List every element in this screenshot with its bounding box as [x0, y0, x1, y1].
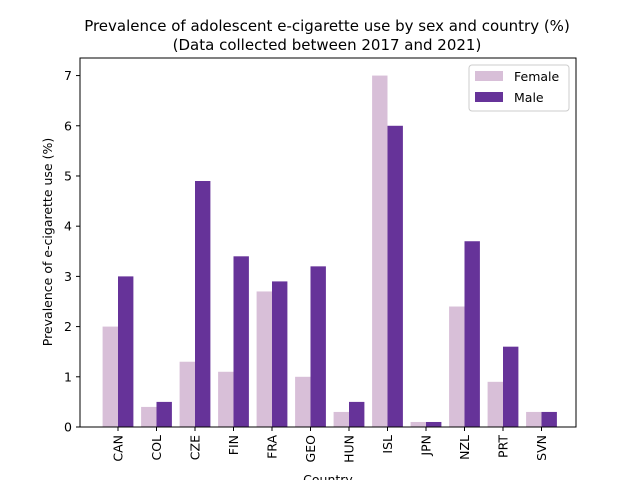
- bar-male-geo: [311, 266, 326, 427]
- y-tick-label: 4: [64, 219, 72, 234]
- bar-female-svn: [526, 412, 541, 427]
- bar-male-fra: [272, 281, 287, 427]
- bar-female-can: [103, 327, 118, 427]
- legend-swatch-male: [475, 92, 503, 102]
- bar-male-isl: [388, 126, 403, 427]
- x-axis-label: Country: [303, 472, 353, 480]
- bar-male-nzl: [465, 241, 480, 427]
- x-tick-label-fin: FIN: [226, 435, 241, 455]
- x-tick-label-svn: SVN: [534, 435, 549, 461]
- plot-frame: [80, 58, 576, 427]
- y-tick-label: 5: [64, 168, 72, 183]
- bar-male-fin: [234, 256, 249, 427]
- y-tick-label: 2: [64, 319, 72, 334]
- y-tick-label: 6: [64, 118, 72, 133]
- x-tick-label-geo: GEO: [303, 435, 318, 463]
- legend: Female Male: [469, 65, 569, 111]
- plot-area: CAN COL CZE FIN FRA GEO HUN ISL JPN NZL PRT SVN 0 1 2 3…: [64, 68, 557, 463]
- x-tick-label-col: COL: [149, 435, 164, 461]
- chart-title: Prevalence of adolescent e-cigarette use…: [84, 17, 570, 35]
- bar-female-isl: [372, 76, 387, 427]
- bar-female-cze: [180, 362, 195, 427]
- x-tick-label-cze: CZE: [188, 435, 203, 460]
- x-tick-label-jpn: JPN: [419, 435, 434, 457]
- bar-male-svn: [542, 412, 557, 427]
- y-tick-label: 7: [64, 68, 72, 83]
- x-tick-label-hun: HUN: [342, 435, 357, 463]
- bar-male-jpn: [426, 422, 441, 427]
- bar-male-prt: [503, 347, 518, 427]
- x-tick-label-fra: FRA: [265, 435, 280, 459]
- bar-female-col: [141, 407, 156, 427]
- bar-female-fin: [218, 372, 233, 427]
- y-tick-label: 1: [64, 369, 72, 384]
- legend-label-female: Female: [514, 69, 560, 84]
- x-tick-label-prt: PRT: [496, 435, 511, 458]
- x-tick-label-isl: ISL: [380, 435, 395, 454]
- bar-male-hun: [349, 402, 364, 427]
- x-tick-label-can: CAN: [111, 435, 126, 462]
- bar-male-can: [118, 276, 133, 427]
- bar-male-col: [157, 402, 172, 427]
- bar-female-fra: [257, 291, 272, 427]
- bar-female-hun: [334, 412, 349, 427]
- bar-female-jpn: [411, 422, 426, 427]
- bar-female-nzl: [449, 307, 464, 427]
- bar-male-cze: [195, 181, 210, 427]
- bar-female-geo: [295, 377, 310, 427]
- chart-subtitle: (Data collected between 2017 and 2021): [173, 36, 482, 54]
- legend-swatch-female: [475, 71, 503, 81]
- y-axis-label: Prevalence of e-cigarette use (%): [40, 138, 55, 346]
- y-tick-label: 0: [64, 420, 72, 435]
- y-tick-label: 3: [64, 269, 72, 284]
- x-tick-label-nzl: NZL: [457, 435, 472, 460]
- bar-female-prt: [488, 382, 503, 427]
- legend-label-male: Male: [514, 90, 544, 105]
